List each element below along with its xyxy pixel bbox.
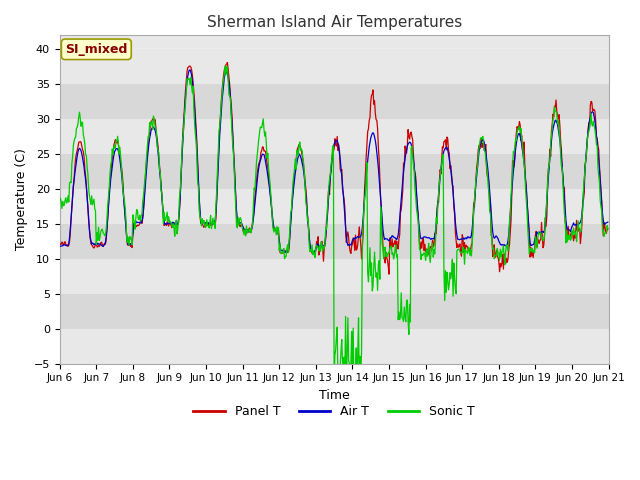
Bar [60,119,609,154]
Bar [60,259,609,294]
Title: Sherman Island Air Temperatures: Sherman Island Air Temperatures [207,15,462,30]
Bar [60,154,609,189]
Bar [60,84,609,119]
Bar [60,224,609,259]
Bar [60,294,609,329]
X-axis label: Time: Time [319,389,349,402]
Text: SI_mixed: SI_mixed [65,43,127,56]
Legend: Panel T, Air T, Sonic T: Panel T, Air T, Sonic T [188,400,480,423]
Bar [60,329,609,364]
Bar [60,189,609,224]
Y-axis label: Temperature (C): Temperature (C) [15,149,28,251]
Bar [60,49,609,84]
